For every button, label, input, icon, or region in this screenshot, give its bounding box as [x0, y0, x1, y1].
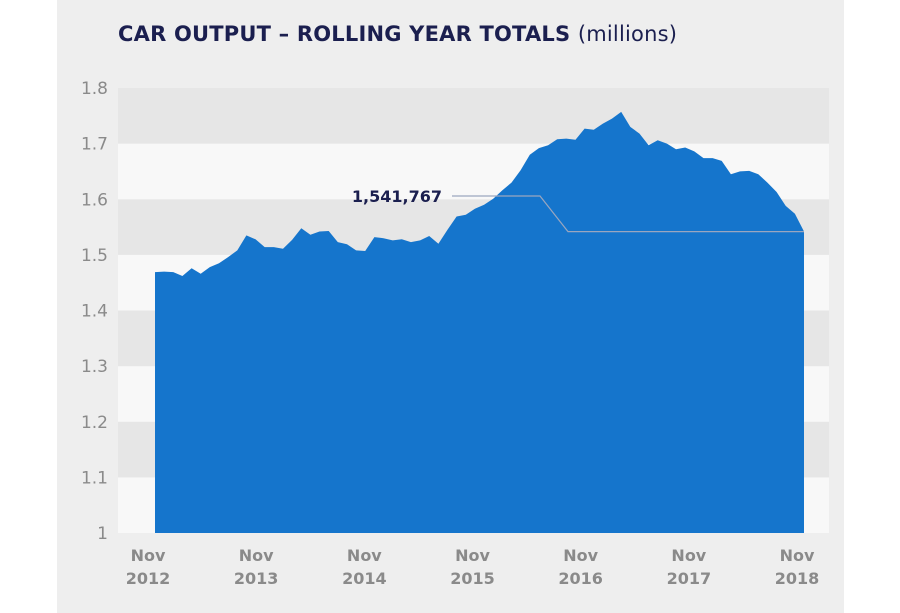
chart-subtitle: (millions)	[577, 22, 678, 46]
x-axis-ticks: Nov 2012 Nov 2013 Nov 2014 Nov 2015 Nov 2016 Nov 20…	[126, 546, 820, 588]
x-tick-label-month: Nov	[347, 546, 382, 565]
x-tick-label-year: 2013	[234, 569, 279, 588]
y-tick-label: 1.5	[81, 246, 108, 266]
x-tick-label-month: Nov	[671, 546, 706, 565]
x-tick-label-month: Nov	[563, 546, 598, 565]
x-tick-label-year: 2018	[775, 569, 820, 588]
y-tick-label: 1.7	[81, 135, 108, 155]
x-tick-label-year: 2012	[126, 569, 171, 588]
chart-title: CAR OUTPUT – ROLLING YEAR TOTALS (millio…	[118, 22, 677, 46]
y-tick-label: 1	[97, 524, 108, 544]
y-tick-label: 1.4	[81, 302, 108, 322]
x-tick-label-year: 2017	[667, 569, 712, 588]
y-axis-ticks: 1 1.1 1.2 1.3 1.4 1.5 1.6 1.7 1.8	[81, 79, 108, 544]
chart-title-text: CAR OUTPUT – ROLLING YEAR TOTALS	[118, 22, 571, 46]
annotation-label: 1,541,767	[352, 187, 442, 206]
y-tick-label: 1.6	[81, 190, 108, 210]
annotation: 1,541,767	[352, 187, 804, 233]
annotation-leader-line	[452, 195, 804, 233]
x-tick-label-month: Nov	[780, 546, 815, 565]
x-tick-label-month: Nov	[455, 546, 490, 565]
x-tick-label-year: 2014	[342, 569, 387, 588]
y-tick-label: 1.2	[81, 413, 108, 433]
car-output-area	[155, 111, 804, 534]
grid-band	[118, 88, 829, 144]
y-tick-label: 1.8	[81, 79, 108, 99]
x-tick-label-month: Nov	[131, 546, 166, 565]
x-tick-label-year: 2016	[558, 569, 603, 588]
x-tick-label-month: Nov	[239, 546, 274, 565]
y-tick-label: 1.3	[81, 357, 108, 377]
y-tick-label: 1.1	[81, 468, 108, 488]
x-tick-label-year: 2015	[450, 569, 495, 588]
